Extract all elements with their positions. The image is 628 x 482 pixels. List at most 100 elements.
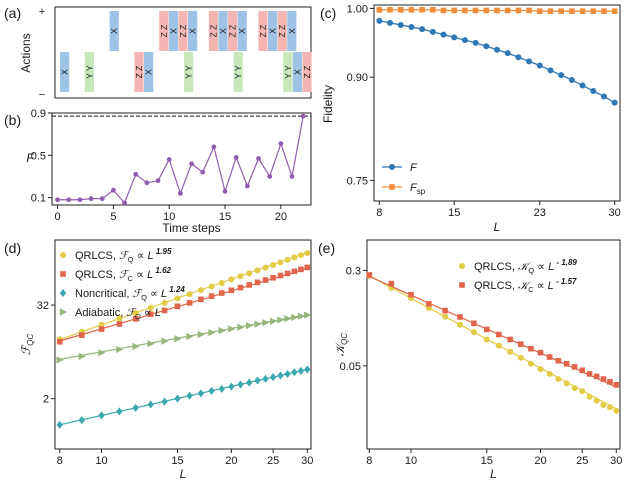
- y-axis-label: Fidelity: [321, 85, 335, 123]
- data-point: [237, 284, 244, 291]
- data-point: [79, 332, 85, 339]
- data-point: [451, 7, 458, 14]
- data-point: [558, 72, 565, 79]
- data-point: [408, 291, 414, 298]
- data-point: [277, 371, 284, 380]
- axes-frame-c: [373, 4, 621, 202]
- data-point: [397, 21, 404, 28]
- x-tick-label: 10: [95, 455, 107, 467]
- data-point: [144, 180, 150, 186]
- action-bar-label: Z Z: [258, 25, 268, 38]
- data-point: [55, 197, 60, 203]
- data-point: [457, 321, 464, 328]
- data-point: [270, 261, 277, 268]
- data-point: [526, 58, 533, 65]
- data-point: [278, 141, 284, 147]
- x-axis-label: L: [180, 467, 187, 481]
- axes-frame-e: [366, 239, 621, 450]
- data-point: [197, 287, 204, 294]
- axes-frame-b: [51, 112, 312, 206]
- data-point: [246, 322, 254, 330]
- data-point: [161, 397, 168, 406]
- panel-b: (b) 0 5 10 15 20 0.1 0.5 0.9 Time steps F: [4, 108, 312, 235]
- data-point: [606, 404, 613, 411]
- y-tick-label: 0.3: [346, 265, 361, 277]
- data-point: [177, 190, 183, 196]
- data-point: [197, 389, 205, 398]
- data-point: [99, 196, 105, 202]
- action-bar-label: X: [268, 28, 278, 34]
- data-point: [222, 188, 228, 194]
- data-point: [408, 24, 415, 31]
- x-tick-label: 8: [376, 207, 382, 219]
- y-axis-label: 𝒦QC: [333, 333, 349, 356]
- data-point: [563, 380, 570, 387]
- data-point: [208, 293, 215, 299]
- data-point: [262, 374, 269, 383]
- data-point: [517, 354, 524, 361]
- action-bar-x: [60, 52, 70, 92]
- y-tick-label: 0.05: [340, 361, 361, 373]
- data-point: [388, 280, 395, 287]
- panel-d: (d) 8 10 15 20 25 30 2 32 L ℱQC QRLCS, ℱQ ∝ L 1.95 Q…: [4, 239, 313, 481]
- data-point: [495, 342, 502, 349]
- data-point: [262, 277, 269, 283]
- data-point: [254, 279, 261, 286]
- data-point: [174, 394, 181, 403]
- data-point: [277, 316, 285, 324]
- action-bar-zz: [277, 11, 287, 51]
- panel-c: (c) 8 15 23 30 0.75 0.90 1.00 L Fidelity F Fsp: [320, 3, 621, 234]
- action-bar-zz: [258, 11, 268, 51]
- action-bar-label: Z Z: [159, 25, 169, 38]
- x-axis-label: L: [490, 467, 497, 481]
- action-bar-label: Z Z: [178, 25, 188, 38]
- data-point: [116, 315, 123, 322]
- data-point: [483, 43, 490, 50]
- data-point: [611, 8, 618, 14]
- data-point: [155, 178, 161, 184]
- action-bar-label: X: [60, 69, 70, 75]
- data-point: [133, 171, 139, 177]
- data-point: [569, 8, 575, 14]
- legend-marker: [389, 184, 395, 190]
- fit-line: [369, 275, 617, 388]
- data-point: [563, 360, 570, 367]
- data-point: [536, 8, 543, 14]
- data-point: [451, 34, 458, 41]
- data-point: [116, 321, 123, 327]
- data-point: [571, 364, 578, 370]
- data-point: [568, 76, 575, 83]
- data-point: [218, 327, 226, 335]
- data-point: [297, 366, 305, 375]
- data-point: [376, 7, 383, 13]
- action-bar-label: X: [287, 28, 297, 34]
- data-point: [98, 326, 105, 332]
- data-point: [419, 7, 425, 13]
- data-point: [228, 276, 235, 283]
- x-tick-label: 30: [609, 207, 621, 219]
- data-point: [98, 349, 106, 357]
- action-bar-label: Z Z: [228, 25, 238, 38]
- action-bar-label: Z Z: [134, 66, 144, 79]
- data-point: [270, 274, 276, 281]
- action-bar-label: X: [144, 69, 154, 75]
- data-point: [197, 330, 205, 339]
- x-tick-label: 0: [55, 211, 61, 223]
- action-bar-label: Z Z: [208, 25, 218, 38]
- data-point: [590, 87, 597, 94]
- data-point: [147, 340, 155, 348]
- data-point: [593, 373, 600, 380]
- action-bar-yy: [184, 52, 194, 92]
- action-bar-label: Y Y: [283, 65, 293, 79]
- x-tick-label: 10: [163, 211, 175, 223]
- data-point: [289, 174, 295, 179]
- data-point: [483, 326, 490, 333]
- data-point: [430, 7, 436, 13]
- data-point: [571, 384, 578, 391]
- data-point: [442, 313, 449, 320]
- y-axis-label: Actions: [19, 33, 33, 72]
- data-point: [254, 267, 261, 274]
- data-point: [408, 7, 415, 13]
- data-point: [208, 283, 215, 290]
